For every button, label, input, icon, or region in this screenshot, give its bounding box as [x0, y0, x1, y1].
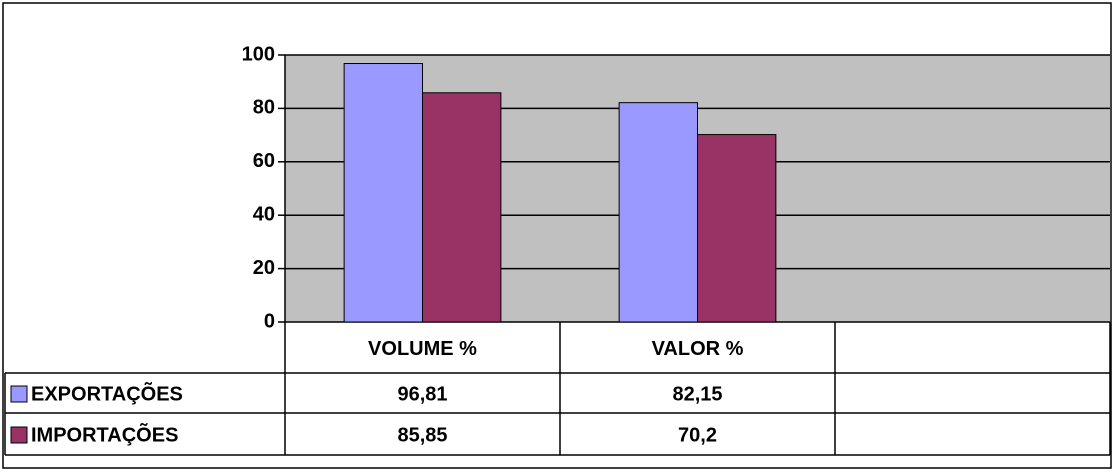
bar	[422, 92, 502, 323]
bar	[697, 134, 777, 323]
legend-key	[10, 385, 28, 403]
x-tick-label: VALOR %	[652, 338, 744, 360]
data-label: 70,2	[678, 424, 717, 446]
bar	[618, 102, 698, 323]
legend-key	[10, 426, 28, 444]
y-tick-label: 60	[253, 150, 275, 172]
bar	[343, 63, 423, 323]
legend-label: IMPORTAÇÕES	[31, 422, 178, 446]
x-tick-label: VOLUME %	[368, 338, 477, 360]
data-label: 82,15	[672, 383, 722, 405]
y-tick-label: 40	[253, 203, 275, 225]
data-label: 96,81	[397, 383, 447, 405]
y-tick-label: 20	[253, 257, 275, 279]
y-tick-label: 0	[264, 310, 275, 332]
legend-label: EXPORTAÇÕES	[31, 381, 183, 405]
y-tick-label: 100	[242, 43, 275, 65]
y-tick-label: 80	[253, 97, 275, 119]
data-label: 85,85	[397, 424, 447, 446]
